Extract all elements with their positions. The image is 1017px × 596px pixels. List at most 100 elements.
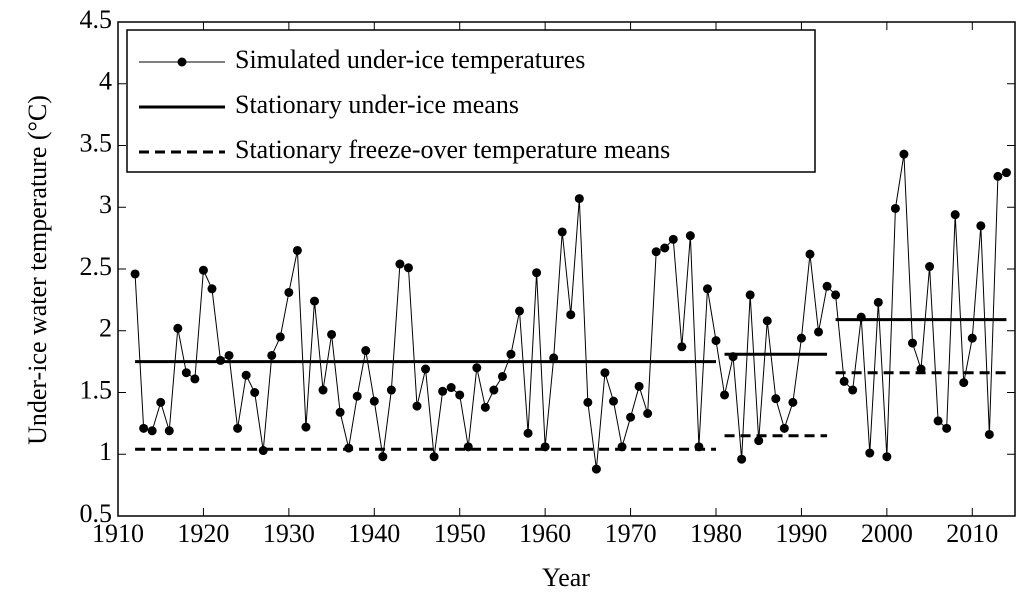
y-axis-label: Under-ice water temperature (°C): [23, 95, 52, 445]
data-point: [446, 383, 456, 393]
x-tick-label: 1970: [605, 519, 657, 548]
data-point: [831, 290, 841, 300]
legend-label: Stationary under-ice means: [235, 90, 519, 119]
data-point: [574, 194, 584, 204]
data-point: [711, 336, 721, 346]
data-point: [651, 247, 661, 257]
data-point: [660, 243, 670, 253]
data-point: [925, 262, 935, 272]
y-tick-label: 3: [99, 190, 112, 219]
data-point: [361, 346, 371, 356]
data-point: [805, 249, 815, 259]
data-point: [421, 364, 431, 374]
legend-label: Simulated under-ice temperatures: [235, 45, 585, 74]
y-tick-label: 0.5: [80, 499, 113, 528]
data-point: [771, 394, 781, 404]
y-tick-label: 2.5: [80, 252, 113, 281]
data-point: [532, 268, 542, 278]
x-tick-label: 1950: [434, 519, 486, 548]
data-point: [762, 316, 772, 326]
data-point: [130, 269, 140, 279]
legend-box: [126, 29, 816, 173]
data-point: [327, 329, 337, 339]
data-point: [566, 310, 576, 320]
data-point: [198, 265, 208, 275]
data-point: [745, 290, 755, 300]
x-tick-label: 1990: [775, 519, 827, 548]
data-point: [489, 385, 499, 395]
data-point: [591, 464, 601, 474]
y-tick-label: 4.5: [80, 5, 113, 34]
y-tick-label: 3.5: [80, 128, 113, 157]
data-point: [403, 263, 413, 273]
data-point: [643, 408, 653, 418]
y-tick-label: 1.5: [80, 375, 113, 404]
data-point: [950, 210, 960, 220]
data-point: [822, 281, 832, 291]
data-point: [156, 397, 166, 407]
data-point: [472, 363, 482, 373]
data-point: [720, 390, 730, 400]
y-tick-label: 4: [99, 67, 112, 96]
x-tick-label: 1980: [690, 519, 742, 548]
data-point: [318, 385, 328, 395]
data-point: [976, 221, 986, 231]
data-point: [814, 327, 824, 337]
data-point: [335, 407, 345, 417]
data-point: [386, 385, 396, 395]
data-point: [147, 426, 157, 436]
data-point: [788, 397, 798, 407]
data-point: [429, 452, 439, 462]
data-point: [506, 349, 516, 359]
data-point: [873, 297, 883, 307]
data-point: [608, 396, 618, 406]
data-point: [438, 386, 448, 396]
data-point: [164, 426, 174, 436]
data-point: [942, 423, 952, 433]
x-tick-label: 1940: [348, 519, 400, 548]
data-point: [412, 401, 422, 411]
data-point: [959, 378, 969, 388]
data-point: [139, 423, 149, 433]
data-point: [369, 396, 379, 406]
data-point: [677, 342, 687, 352]
data-point: [899, 149, 909, 159]
x-tick-label: 1960: [519, 519, 571, 548]
data-point: [685, 231, 695, 241]
x-tick-label: 1930: [263, 519, 315, 548]
data-point: [634, 381, 644, 391]
data-point: [557, 227, 567, 237]
data-point: [207, 284, 217, 294]
data-point: [497, 371, 507, 381]
data-point: [737, 454, 747, 464]
x-tick-label: 2000: [861, 519, 913, 548]
legend-marker: [177, 57, 187, 67]
data-point: [754, 436, 764, 446]
data-point: [275, 332, 285, 342]
data-point: [233, 423, 243, 433]
legend-label: Stationary freeze-over temperature means: [235, 135, 670, 164]
data-point: [967, 333, 977, 343]
data-point: [378, 452, 388, 462]
data-point: [515, 306, 525, 316]
data-point: [181, 368, 191, 378]
y-tick-label: 2: [99, 314, 112, 343]
data-point: [933, 416, 943, 426]
data-point: [267, 350, 277, 360]
data-point: [865, 448, 875, 458]
data-point: [352, 391, 362, 401]
data-point: [1001, 168, 1011, 178]
x-tick-label: 2010: [946, 519, 998, 548]
data-point: [993, 171, 1003, 181]
data-point: [890, 203, 900, 213]
data-point: [224, 350, 234, 360]
data-point: [984, 429, 994, 439]
data-point: [284, 287, 294, 297]
data-point: [241, 370, 251, 380]
data-point: [190, 374, 200, 384]
data-point: [839, 376, 849, 386]
data-point: [779, 423, 789, 433]
data-point: [907, 338, 917, 348]
data-point: [626, 412, 636, 422]
